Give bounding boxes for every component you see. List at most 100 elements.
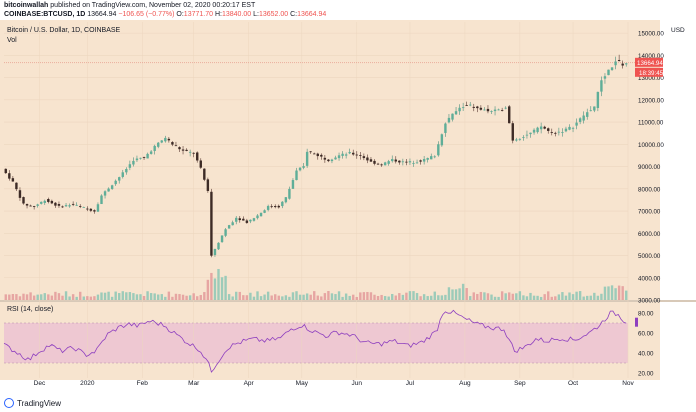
- candle-body: [29, 205, 32, 207]
- volume-bar: [493, 296, 497, 300]
- candle-body: [525, 134, 529, 136]
- volume-bar: [568, 292, 571, 300]
- volume-bar: [369, 292, 373, 300]
- candle-body: [64, 205, 68, 207]
- candle-body: [508, 106, 511, 124]
- volume-bar: [47, 294, 50, 300]
- candle-body: [295, 170, 298, 181]
- tradingview-footer[interactable]: TradingView: [4, 398, 61, 408]
- open-label: O:: [176, 11, 184, 18]
- volume-bar: [504, 293, 507, 300]
- volume-bar: [118, 293, 121, 300]
- candle-body: [146, 153, 149, 159]
- candle-body: [330, 159, 334, 162]
- candle-body: [192, 152, 195, 154]
- volume-bar: [284, 295, 288, 300]
- candle-body: [447, 117, 451, 123]
- volume-bar: [288, 296, 291, 300]
- candle-body: [284, 197, 288, 203]
- publish-info: published on TradingView.com, November 0…: [48, 2, 256, 9]
- candle-body: [469, 104, 472, 106]
- price-pane-bg: [0, 20, 660, 300]
- volume-bar: [518, 291, 522, 300]
- candle-body: [107, 188, 110, 192]
- candle-body: [352, 152, 355, 155]
- volume-bar: [383, 296, 387, 300]
- candle-body: [430, 156, 433, 160]
- volume-bar: [242, 295, 245, 300]
- countdown-label: 18:39:45: [639, 70, 664, 77]
- candle-body: [171, 142, 174, 145]
- candle-body: [281, 201, 284, 207]
- candle-body: [252, 218, 256, 221]
- volume-bar: [227, 294, 231, 300]
- pane-divider: [0, 300, 696, 302]
- candle-body: [376, 163, 380, 165]
- candle-body: [121, 172, 124, 177]
- candle-body: [458, 107, 461, 112]
- candle-body: [288, 188, 291, 199]
- volume-bar: [522, 295, 525, 300]
- candle-body: [461, 107, 465, 109]
- volume-bar: [458, 288, 461, 300]
- candle-body: [82, 207, 85, 208]
- author-name[interactable]: bitcoinwallah: [4, 2, 49, 9]
- candle-body: [532, 129, 536, 133]
- candle-body: [11, 178, 15, 182]
- volume-bar: [181, 294, 185, 300]
- y-tick-label: 13000.00: [638, 75, 664, 82]
- candle-body: [490, 111, 493, 112]
- volume-bar: [135, 294, 139, 300]
- candle-body: [15, 182, 18, 190]
- candle-body: [373, 160, 376, 164]
- y-tick-label: 6000.00: [638, 231, 661, 238]
- volume-bar: [110, 296, 114, 300]
- candle-body: [586, 112, 589, 117]
- volume-bar: [249, 292, 252, 300]
- candle-body: [337, 155, 341, 159]
- candle-body: [25, 204, 29, 206]
- volume-bar: [121, 291, 124, 300]
- y-tick-label: 12000.00: [638, 97, 664, 104]
- volume-bar: [596, 295, 600, 300]
- volume-bar: [352, 294, 355, 300]
- volume-bar: [437, 295, 440, 300]
- x-tick-label: Jun: [352, 380, 363, 387]
- candle-body: [203, 168, 206, 180]
- volume-bar: [149, 293, 153, 300]
- rsi-last-marker: [635, 317, 638, 327]
- price-change: −106.65 (−0.77%): [118, 11, 175, 18]
- brand-label: TradingView: [17, 398, 62, 408]
- candle-body: [497, 109, 500, 111]
- volume-bar: [29, 292, 32, 300]
- volume-bar: [621, 286, 624, 300]
- volume-bar: [341, 296, 344, 300]
- volume-bar: [600, 293, 603, 300]
- candle-body: [199, 160, 202, 168]
- candle-body: [571, 127, 575, 129]
- candle-body: [564, 128, 568, 132]
- volume-bar: [554, 296, 557, 300]
- candle-body: [274, 206, 277, 208]
- candle-body: [511, 123, 514, 141]
- candle-body: [515, 139, 518, 141]
- volume-bar: [433, 291, 436, 300]
- volume-bar: [210, 272, 213, 300]
- y-tick-label: 3000.00: [638, 298, 661, 305]
- volume-bar: [497, 296, 500, 300]
- candle-body: [405, 161, 408, 163]
- candle-body: [472, 106, 475, 108]
- candle-body: [369, 159, 373, 162]
- candle-body: [54, 202, 57, 206]
- y-tick-label: 9000.00: [638, 164, 661, 171]
- candle-body: [359, 155, 362, 156]
- candle-body: [327, 159, 330, 162]
- x-tick-label: Feb: [137, 380, 149, 387]
- candle-body: [142, 157, 146, 158]
- candle-body: [557, 131, 561, 133]
- volume-bar: [472, 292, 475, 300]
- volume-bar: [281, 296, 284, 300]
- volume-bar: [71, 294, 75, 300]
- volume-bar: [54, 291, 57, 300]
